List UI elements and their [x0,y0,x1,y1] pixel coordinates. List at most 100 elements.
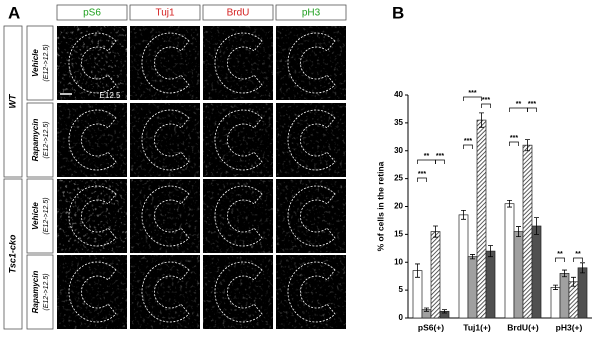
micrograph-signal [130,179,200,253]
error-bar [415,263,420,278]
bar [458,214,469,319]
significance-bracket [463,144,473,149]
bar [550,286,561,319]
micrograph-signal [57,103,127,177]
micrograph-signal [203,103,273,177]
micrograph-signal [57,179,127,253]
retina-outline [214,109,263,171]
micrograph-signal [130,255,200,329]
retina-outline [287,109,336,171]
significance-label: ** [557,251,563,258]
column-header: pS6 [83,8,101,19]
bar [476,119,487,319]
column-header-box [56,4,128,21]
bar [522,144,533,319]
retina-outline [214,185,263,247]
retina-outline [141,185,190,247]
bar [467,256,478,319]
error-bar [534,217,539,235]
micrograph-signal [203,255,273,329]
error-bar [525,139,530,152]
x-tick-label: pH3(+) [556,322,583,332]
error-bar [442,309,447,314]
y-tick-label: 40 [394,90,403,99]
bar [577,267,588,319]
treatment-label: Vehicle [31,49,40,77]
bar [531,225,542,319]
retina-outline [141,109,190,171]
error-bar [553,284,558,290]
error-bar [571,276,576,287]
genotype-label: WT [7,93,17,108]
retina-outline [68,32,117,94]
y-tick-label: 30 [394,146,403,155]
retina-outline [287,185,336,247]
significance-bracket [463,96,482,101]
x-tick-label: pS6(+) [418,322,444,332]
retina-outline [141,32,190,94]
retina-outline [287,32,336,94]
significance-label: *** [510,135,518,142]
genotype-box [3,178,23,330]
bar [430,231,441,319]
micrograph-signal [276,26,346,100]
treatment-box [26,178,54,254]
y-tick-label: 15 [394,229,403,238]
significance-bracket [573,257,583,262]
column-header: pH3 [302,8,321,19]
retina-outline [287,261,336,323]
micrograph-signal [203,26,273,100]
micrograph-signal [276,103,346,177]
bar [485,250,496,319]
treatment-stage: (E12->12.5) [43,197,50,234]
retina-outline [214,261,263,323]
significance-label: ** [424,153,430,160]
bar [412,270,423,319]
micrograph-signal [130,26,200,100]
significance-label: *** [482,97,490,104]
error-bar [562,269,567,278]
significance-bracket [509,107,528,112]
error-bar [461,210,466,220]
bar [559,273,570,319]
y-tick-label: 10 [394,257,403,266]
genotype-box [3,25,23,178]
significance-label: ** [575,251,581,258]
bar [568,281,579,319]
y-axis-label: % of cells in the retina [375,161,385,251]
y-tick-label: 25 [394,174,403,183]
panel-label: B [392,3,404,22]
y-tick-label: 20 [394,202,403,211]
error-bar [424,307,429,312]
treatment-stage: (E12->12.5) [43,273,50,310]
micrograph-signal [130,103,200,177]
retina-outline [141,261,190,323]
y-tick-label: 0 [399,313,404,322]
treatment-label: Rapamycin [31,119,40,162]
significance-bracket [527,107,537,112]
micrograph-signal [276,179,346,253]
treatment-label: Vehicle [31,202,40,230]
treatment-box [26,25,54,101]
significance-bracket [417,159,436,164]
treatment-label: Rapamycin [31,271,40,314]
column-header-box [275,4,347,21]
error-bar [433,225,438,238]
error-bar [479,112,484,128]
treatment-stage: (E12->12.5) [43,121,50,158]
significance-label: *** [528,101,536,108]
treatment-box [26,102,54,178]
column-header: BrdU [227,8,250,19]
column-header-box [129,4,201,21]
significance-bracket [417,177,427,182]
treatment-stage: (E12->12.5) [43,44,50,81]
significance-label: *** [418,171,426,178]
treatment-box [26,254,54,330]
error-bar [470,254,475,260]
error-bar [507,199,512,208]
significance-label: ** [516,101,522,108]
column-header: Tuj1 [155,8,175,19]
retina-outline [68,261,117,323]
retina-outline [68,185,117,247]
